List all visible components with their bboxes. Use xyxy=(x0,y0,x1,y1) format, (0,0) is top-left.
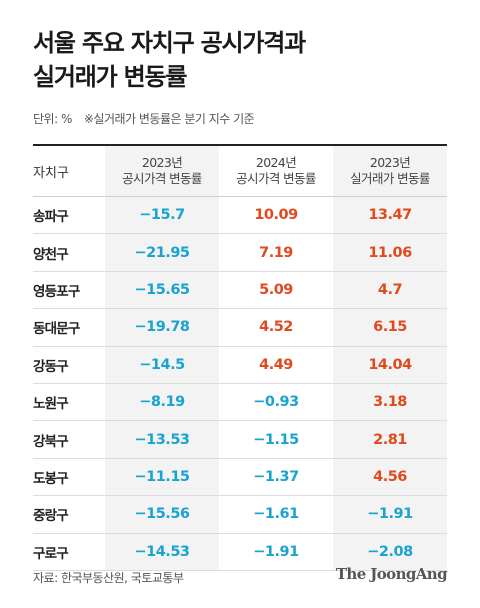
value-2023-public-price: −21.95 xyxy=(105,234,219,271)
value-2023-transaction-price: 13.47 xyxy=(333,197,447,234)
value-2023-transaction-price: 11.06 xyxy=(333,234,447,271)
table-row: 강북구 −13.53 −1.15 2.81 xyxy=(33,421,447,459)
header-col2-label: 공시가격 변동률 xyxy=(236,171,316,186)
page-title: 서울 주요 자치구 공시가격과 실거래가 변동률 xyxy=(33,26,306,94)
district-cell: 구로구 xyxy=(33,545,69,562)
table-row: 양천구 −21.95 7.19 11.06 xyxy=(33,234,447,272)
value-2023-public-price: −15.65 xyxy=(105,271,219,309)
value-2023-transaction-price: 4.7 xyxy=(333,271,447,309)
value-2024-public-price: 4.52 xyxy=(259,319,293,336)
header-col1-year: 2023년 xyxy=(141,155,183,170)
value-2024-public-price: −1.37 xyxy=(253,468,299,485)
table-row: 중랑구 −15.56 −1.61 −1.91 xyxy=(33,496,447,534)
value-2023-transaction-price: 2.81 xyxy=(333,421,447,458)
basis-note: ※실거래가 변동률은 분기 지수 기준 xyxy=(83,112,255,126)
header-col2-year: 2024년 xyxy=(255,155,297,170)
district-cell: 영등포구 xyxy=(33,283,80,300)
header-col3-year: 2023년 xyxy=(369,155,411,170)
value-2023-transaction-price: 4.56 xyxy=(333,458,447,496)
district-cell: 양천구 xyxy=(33,246,69,263)
header-col1: 2023년 공시가격 변동률 xyxy=(105,146,219,196)
header-col3: 2023년 실거래가 변동률 xyxy=(333,146,447,196)
value-2024-public-price: −0.93 xyxy=(253,394,299,411)
table-row: 강동구 −14.5 4.49 14.04 xyxy=(33,346,447,384)
value-2023-public-price: −14.5 xyxy=(105,346,219,383)
header-col3-label: 실거래가 변동률 xyxy=(350,171,430,186)
value-2023-transaction-price: −2.08 xyxy=(333,533,447,570)
title-line-2: 실거래가 변동률 xyxy=(33,63,188,91)
unit-note: 단위: % ※실거래가 변동률은 분기 지수 기준 xyxy=(33,110,255,127)
district-cell: 중랑구 xyxy=(33,508,69,525)
value-2024-public-price: −1.91 xyxy=(253,543,299,560)
table-row: 송파구 −15.7 10.09 13.47 xyxy=(33,197,447,235)
header-col2: 2024년 공시가격 변동률 xyxy=(219,146,333,196)
header-district: 자치구 xyxy=(33,165,69,181)
header-col1-label: 공시가격 변동률 xyxy=(122,171,202,186)
value-2023-transaction-price: −1.91 xyxy=(333,496,447,533)
unit-label: 단위: % xyxy=(33,112,72,126)
table-body: 송파구 −15.7 10.09 13.47 양천구 −21.95 7.19 11.06 영등포구… xyxy=(33,197,447,571)
table-row: 도봉구 −11.15 −1.37 4.56 xyxy=(33,458,447,497)
table-row: 영등포구 −15.65 5.09 4.7 xyxy=(33,271,447,310)
value-2024-public-price: 5.09 xyxy=(259,281,293,298)
value-2023-public-price: −15.56 xyxy=(105,496,219,533)
value-2024-public-price: −1.15 xyxy=(253,431,299,448)
district-cell: 강북구 xyxy=(33,433,69,450)
district-cell: 강동구 xyxy=(33,358,69,375)
value-2023-public-price: −15.7 xyxy=(105,197,219,234)
table-row: 구로구 −14.53 −1.91 −2.08 xyxy=(33,533,447,571)
data-table: 자치구 2023년 공시가격 변동률 2024년 공시가격 변동률 2023년 … xyxy=(33,144,447,571)
value-2023-transaction-price: 3.18 xyxy=(333,383,447,421)
value-2023-public-price: −13.53 xyxy=(105,421,219,458)
value-2024-public-price: −1.61 xyxy=(253,506,299,523)
value-2023-public-price: −19.78 xyxy=(105,309,219,346)
value-2024-public-price: 4.49 xyxy=(259,356,293,373)
value-2024-public-price: 10.09 xyxy=(254,207,298,224)
value-2023-transaction-price: 6.15 xyxy=(333,309,447,346)
source-note: 자료: 한국부동산원, 국토교통부 xyxy=(33,571,184,585)
table-row: 동대문구 −19.78 4.52 6.15 xyxy=(33,309,447,347)
value-2023-public-price: −8.19 xyxy=(105,383,219,421)
value-2024-public-price: 7.19 xyxy=(259,244,293,261)
district-cell: 동대문구 xyxy=(33,321,80,338)
title-line-1: 서울 주요 자치구 공시가격과 xyxy=(33,29,306,57)
value-2023-public-price: −14.53 xyxy=(105,533,219,570)
district-cell: 노원구 xyxy=(33,396,69,413)
table-header: 자치구 2023년 공시가격 변동률 2024년 공시가격 변동률 2023년 … xyxy=(33,144,447,197)
table-row: 노원구 −8.19 −0.93 3.18 xyxy=(33,383,447,422)
district-cell: 도봉구 xyxy=(33,470,69,487)
district-cell: 송파구 xyxy=(33,209,69,226)
brand-logo: The JoongAng xyxy=(335,565,448,583)
value-2023-public-price: −11.15 xyxy=(105,458,219,496)
value-2023-transaction-price: 14.04 xyxy=(333,346,447,383)
